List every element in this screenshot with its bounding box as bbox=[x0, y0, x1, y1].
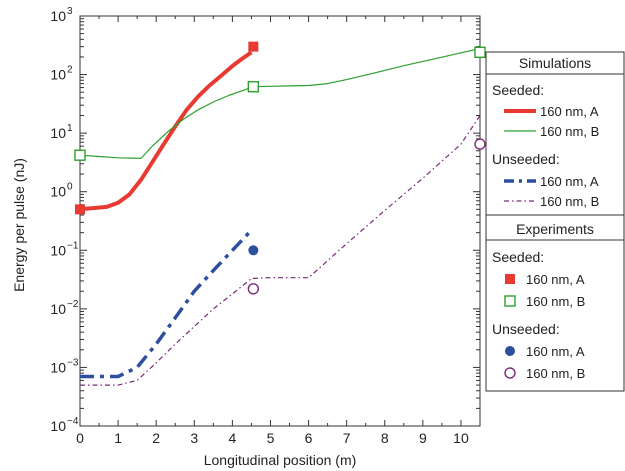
y-tick-label: 10 bbox=[50, 301, 66, 317]
x-tick-label: 3 bbox=[190, 430, 198, 446]
y-tick-exponent: −3 bbox=[67, 357, 79, 368]
legend-exp-marker bbox=[505, 274, 515, 284]
y-axis-label: Energy per pulse (nJ) bbox=[11, 158, 27, 292]
legend-exp-marker bbox=[505, 346, 515, 356]
y-tick-exponent: −1 bbox=[67, 240, 79, 251]
legend: Simulations Seeded: Unseeded: 160 nm, A 160 … bbox=[485, 51, 625, 392]
legend-exp-marker bbox=[504, 295, 516, 307]
legend-exp-title: Experiments bbox=[516, 221, 594, 237]
y-tick-exponent: 3 bbox=[67, 6, 73, 17]
legend-exp-entry-label: 160 nm, B bbox=[526, 366, 585, 381]
y-tick-exponent: −2 bbox=[67, 299, 79, 310]
legend-sim-title: Simulations bbox=[519, 55, 591, 71]
data-point-seeded-square-filled bbox=[75, 204, 85, 215]
legend-sim-unseeded-label: Unseeded: bbox=[492, 151, 560, 167]
y-tick-label: 10 bbox=[50, 8, 66, 24]
y-tick-exponent: 2 bbox=[67, 65, 73, 76]
y-tick-exponent: −4 bbox=[67, 416, 79, 427]
x-axis-label: Longitudinal position (m) bbox=[204, 452, 357, 468]
legend-sim-seeded-label: Seeded: bbox=[492, 82, 544, 98]
series-layer bbox=[80, 48, 480, 386]
y-tick-exponent: 0 bbox=[67, 182, 73, 193]
legend-sim-entry-label: 160 nm, A bbox=[540, 104, 599, 119]
legend-sim-entry-label: 160 nm, B bbox=[540, 194, 599, 209]
x-tick-label: 6 bbox=[305, 430, 313, 446]
series-line-unseeded-160-nm-b bbox=[80, 115, 480, 386]
x-tick-label: 5 bbox=[267, 430, 275, 446]
legend-exp-entry-label: 160 nm, B bbox=[526, 294, 585, 309]
plot-frame bbox=[79, 15, 481, 427]
legend-exp-marker bbox=[504, 367, 516, 379]
x-tick-label: 1 bbox=[114, 430, 122, 446]
series-line-seeded-160-nm-b bbox=[80, 48, 480, 159]
x-tick-label: 4 bbox=[228, 430, 236, 446]
legend-exp-unseeded-label: Unseeded: bbox=[492, 321, 560, 337]
y-tick-label: 10 bbox=[50, 418, 66, 434]
series-line-seeded-160-nm-a bbox=[80, 50, 253, 212]
x-tick-label: 0 bbox=[76, 430, 84, 446]
legend-exp-seeded-label: Seeded: bbox=[492, 249, 544, 265]
y-tick-label: 10 bbox=[50, 184, 66, 200]
data-point-unseeded-circle-open bbox=[247, 283, 260, 295]
x-tick-label: 8 bbox=[381, 430, 389, 446]
legend-exp-entry-label: 160 nm, A bbox=[526, 344, 585, 359]
data-point-unseeded-circle-filled bbox=[248, 245, 259, 256]
data-point-seeded-square-filled bbox=[248, 41, 259, 52]
x-tick-label: 7 bbox=[343, 430, 351, 446]
data-point-seeded-square-open bbox=[247, 81, 260, 93]
x-tick-label: 9 bbox=[419, 430, 427, 446]
y-tick-label: 10 bbox=[50, 359, 66, 375]
marker-layer bbox=[74, 41, 486, 295]
series-line-unseeded-160-nm-a bbox=[80, 228, 253, 379]
x-tick-label: 2 bbox=[152, 430, 160, 446]
data-point-seeded-square-open bbox=[474, 46, 486, 59]
y-tick-label: 10 bbox=[50, 125, 66, 141]
y-tick-label: 10 bbox=[50, 242, 66, 258]
x-tick-label: 10 bbox=[453, 430, 469, 446]
legend-sim-entry-label: 160 nm, A bbox=[540, 174, 599, 189]
legend-exp-entry-label: 160 nm, A bbox=[526, 272, 585, 287]
y-tick-exponent: 1 bbox=[67, 123, 73, 134]
legend-sim-entry-label: 160 nm, B bbox=[540, 124, 599, 139]
y-tick-label: 10 bbox=[50, 67, 66, 83]
data-point-seeded-square-open bbox=[74, 149, 86, 161]
data-point-unseeded-circle-open bbox=[474, 138, 486, 150]
